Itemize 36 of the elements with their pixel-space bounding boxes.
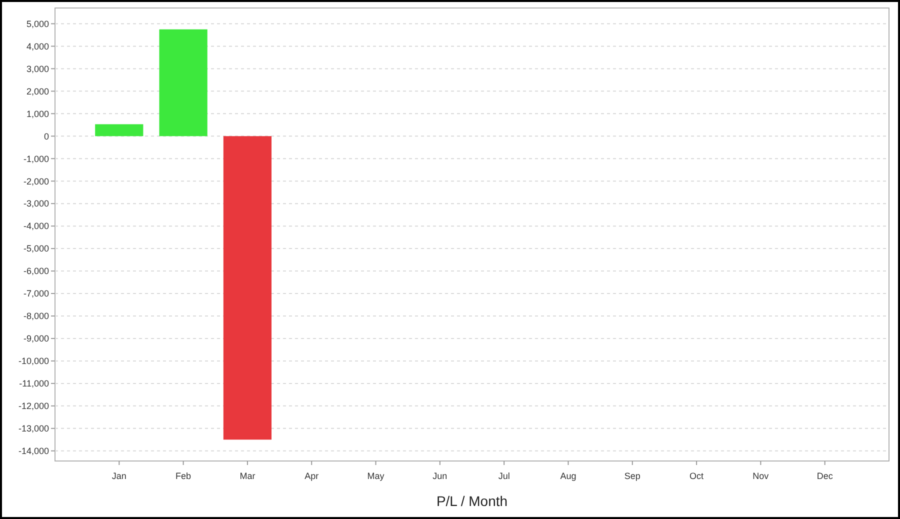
- y-tick-label: -8,000: [23, 311, 49, 322]
- y-tick-label: -11,000: [19, 378, 49, 389]
- y-tick-label: -4,000: [23, 221, 49, 232]
- y-tick-label: -5,000: [23, 244, 49, 254]
- y-tick-label: -9,000: [23, 334, 49, 344]
- bar: [223, 136, 272, 440]
- x-tick-label: Oct: [690, 471, 704, 481]
- x-tick-label: Jun: [432, 471, 448, 481]
- x-tick-label: May: [367, 471, 385, 481]
- y-tick-label: 1,000: [26, 108, 49, 119]
- x-axis-title: P/L / Month: [436, 493, 508, 509]
- bar: [159, 29, 208, 136]
- y-tick-label: -3,000: [23, 198, 49, 209]
- x-tick-label: Apr: [304, 471, 319, 481]
- x-tick-label: Jul: [498, 471, 510, 481]
- y-tick-label: 3,000: [26, 64, 49, 74]
- x-tick-label: Nov: [752, 471, 770, 481]
- y-tick-label: -7,000: [23, 288, 49, 299]
- x-tick-label: Sep: [624, 471, 640, 481]
- y-tick-label: 4,000: [26, 41, 49, 52]
- y-tick-label: -6,000: [23, 266, 49, 276]
- y-tick-label: -12,000: [18, 401, 49, 412]
- y-tick-label: -14,000: [18, 446, 49, 456]
- x-tick-label: Mar: [240, 471, 256, 481]
- y-tick-label: -2,000: [23, 176, 49, 186]
- y-tick-label: 2,000: [26, 86, 49, 96]
- y-tick-label: -1,000: [23, 154, 49, 164]
- bar: [95, 124, 144, 136]
- y-tick-label: 0: [44, 131, 49, 142]
- x-tick-label: Dec: [816, 471, 834, 481]
- x-tick-label: Feb: [176, 471, 192, 481]
- x-tick-label: Jan: [112, 471, 126, 481]
- y-tick-label: 5,000: [26, 18, 49, 29]
- y-tick-label: -10,000: [18, 356, 49, 366]
- y-tick-label: -13,000: [18, 424, 49, 434]
- x-tick-label: Aug: [560, 471, 576, 481]
